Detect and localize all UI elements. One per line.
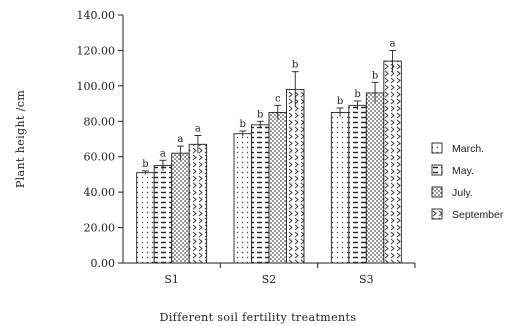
legend-swatch <box>431 164 443 176</box>
bar-s2-0 <box>233 133 252 264</box>
y-tick-label: 0.00 <box>91 257 116 270</box>
significance-label: a <box>390 38 396 49</box>
y-tick-label: 20.00 <box>84 222 116 235</box>
significance-label: b <box>337 96 343 107</box>
legend-label: September <box>452 209 504 221</box>
significance-label: a <box>177 134 183 145</box>
significance-label: b <box>240 119 246 130</box>
significance-label: b <box>354 89 360 100</box>
significance-label: a <box>160 148 166 159</box>
x-axis-title: Different soil fertility treatments <box>160 311 357 324</box>
bar-s3-2 <box>365 92 385 264</box>
bar-s1-2 <box>171 152 190 264</box>
y-ticks: 0.00 20.00 40.00 60.00 80.00 100.00 120.00 140.… <box>77 9 123 270</box>
legend-swatch <box>431 208 443 220</box>
y-tick-label: 80.00 <box>84 115 116 128</box>
y-tick-label: 40.00 <box>84 186 116 199</box>
y-axis-title: Plant height /cm <box>14 90 27 189</box>
y-tick-label: 140.00 <box>77 9 116 22</box>
significance-label: b <box>142 159 148 170</box>
bar-s2-2 <box>268 111 287 264</box>
x-category-label: S3 <box>359 273 374 286</box>
y-tick-label: 60.00 <box>84 151 116 164</box>
legend-swatch <box>431 142 443 154</box>
x-category-label: S1 <box>164 273 179 286</box>
bar-s1-0 <box>136 172 155 264</box>
bar-s2-1 <box>251 124 270 264</box>
bar-s2-3 <box>286 88 305 264</box>
legend-label: May. <box>452 165 474 177</box>
significance-label: a <box>195 123 201 134</box>
significance-label: b <box>292 60 298 71</box>
x-category-label: S2 <box>262 273 277 286</box>
bar-s1-1 <box>153 165 173 264</box>
significance-label: c <box>275 93 281 104</box>
bar-s3-0 <box>330 111 350 264</box>
significance-label: b <box>372 70 378 81</box>
legend-swatch <box>431 186 443 198</box>
y-tick-label: 100.00 <box>77 80 116 93</box>
legend: March. May. July. September <box>431 142 504 221</box>
legend-label: March. <box>452 143 484 155</box>
y-tick-label: 120.00 <box>77 44 116 57</box>
bar-s3-1 <box>348 104 367 264</box>
bar-s3-3 <box>383 60 402 264</box>
significance-label: b <box>257 109 263 120</box>
legend-label: July. <box>452 187 473 199</box>
x-ticks: S1 S2 S3 <box>164 263 416 286</box>
bar-s1-3 <box>188 143 208 264</box>
